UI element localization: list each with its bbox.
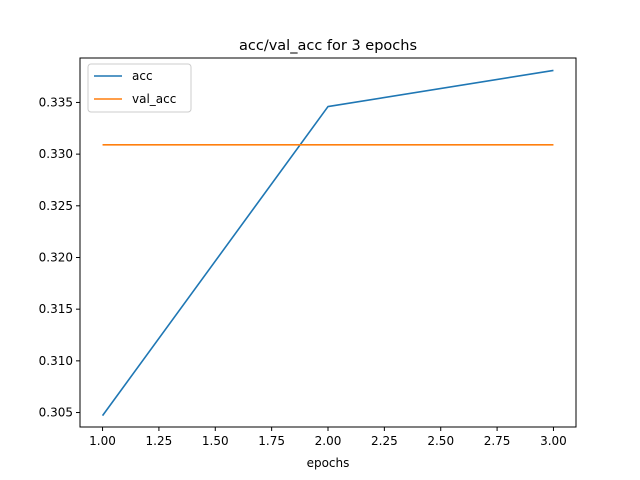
x-axis-title: epochs	[307, 456, 350, 470]
y-tick-label: 0.330	[39, 147, 73, 161]
legend: acc val_acc	[87, 63, 192, 113]
y-tick-label: 0.320	[39, 250, 73, 264]
x-tick-label: 3.00	[540, 434, 567, 448]
x-tick-label: 2.00	[315, 434, 342, 448]
x-tick-label: 1.00	[89, 434, 116, 448]
x-tick-label: 2.75	[484, 434, 511, 448]
plot-frame	[79, 57, 577, 428]
y-tick-label: 0.335	[39, 95, 73, 109]
y-tick-label: 0.315	[39, 302, 73, 316]
chart-title: acc/val_acc for 3 epochs	[239, 38, 417, 54]
plot-area	[79, 57, 577, 428]
x-tick-label: 2.25	[371, 434, 398, 448]
x-axis-ticks: 1.00 1.25 1.50 1.75 2.00 2.25 2.50 2.75 3.00	[89, 427, 567, 448]
x-tick-label: 1.25	[146, 434, 173, 448]
y-tick-label: 0.310	[39, 354, 73, 368]
y-tick-label: 0.325	[39, 199, 73, 213]
y-tick-label: 0.305	[39, 406, 73, 420]
x-tick-label: 2.50	[427, 434, 454, 448]
series-layer	[101, 69, 554, 417]
x-tick-label: 1.50	[202, 434, 229, 448]
x-tick-label: 1.75	[258, 434, 285, 448]
series-line-acc	[101, 69, 554, 417]
legend-label: acc	[132, 69, 153, 83]
legend-label: val_acc	[132, 92, 176, 106]
y-axis-ticks: 0.305 0.310 0.315 0.320 0.325 0.330 0.335	[39, 95, 80, 420]
